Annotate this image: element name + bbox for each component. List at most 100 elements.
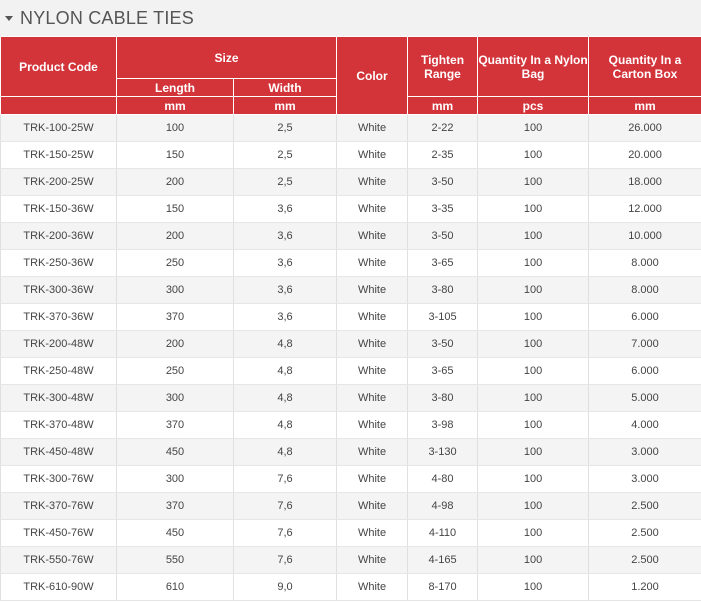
cell-product-code: TRK-200-25W [0,168,117,196]
cell-tighten-range: 3-65 [407,249,479,277]
table-row: TRK-150-25W 150 2,5 White 2-35 100 20.000 [0,141,701,169]
cell-tighten-range: 4-165 [407,546,479,574]
cell-width: 7,6 [233,546,338,574]
cell-width: 7,6 [233,465,338,493]
cell-color: White [336,249,409,277]
cell-length: 250 [116,357,234,385]
cell-length: 370 [116,411,234,439]
cell-color: White [336,465,409,493]
cell-qty-bag: 100 [477,195,590,223]
cell-qty-carton: 6.000 [588,303,701,331]
cell-color: White [336,141,409,169]
cell-tighten-range: 4-110 [407,519,479,547]
cell-qty-carton: 6.000 [588,357,701,385]
cell-length: 100 [116,114,234,142]
section-header[interactable]: NYLON CABLE TIES [0,0,701,36]
cell-qty-bag: 100 [477,303,590,331]
cell-length: 370 [116,303,234,331]
cell-product-code: TRK-200-36W [0,222,117,250]
table-row: TRK-250-48W 250 4,8 White 3-65 100 6.000 [0,357,701,385]
cell-tighten-range: 4-98 [407,492,479,520]
cell-width: 4,8 [233,330,338,358]
cell-tighten-range: 3-80 [407,276,479,304]
cell-qty-bag: 100 [477,276,590,304]
cell-length: 450 [116,519,234,547]
cell-tighten-range: 3-50 [407,222,479,250]
cell-length: 250 [116,249,234,277]
cell-color: White [336,303,409,331]
cell-tighten-range: 3-35 [407,195,479,223]
cell-width: 3,6 [233,222,338,250]
header-unit-width: mm [232,96,338,115]
table-row: TRK-150-36W 150 3,6 White 3-35 100 12.000 [0,195,701,223]
table-row: TRK-250-36W 250 3,6 White 3-65 100 8.000 [0,249,701,277]
cell-tighten-range: 8-170 [407,573,479,601]
cell-qty-carton: 3.000 [588,465,701,493]
cable-ties-table: Product Code Size Color Tighten Range Qu… [0,36,701,601]
cell-qty-bag: 100 [477,384,590,412]
cell-qty-carton: 2.500 [588,519,701,547]
cell-product-code: TRK-200-48W [0,330,117,358]
cell-color: White [336,546,409,574]
table-row: TRK-300-36W 300 3,6 White 3-80 100 8.000 [0,276,701,304]
cell-product-code: TRK-150-36W [0,195,117,223]
header-unit-tighten: mm [407,96,479,115]
cell-product-code: TRK-100-25W [0,114,117,142]
cell-qty-bag: 100 [477,141,590,169]
cell-width: 3,6 [233,303,338,331]
cell-qty-bag: 100 [477,465,590,493]
header-size: Size [115,36,338,79]
header-product-code: Product Code [0,36,117,97]
header-length: Length [116,78,234,97]
cell-product-code: TRK-450-76W [0,519,117,547]
cell-width: 4,8 [233,357,338,385]
table-row: TRK-370-76W 370 7,6 White 4-98 100 2.500 [0,492,701,520]
cell-tighten-range: 3-130 [407,438,479,466]
cell-length: 150 [116,195,234,223]
table-row: TRK-610-90W 610 9,0 White 8-170 100 1.200 [0,573,701,601]
table-row: TRK-100-25W 100 2,5 White 2-22 100 26.000 [0,114,701,142]
cell-tighten-range: 3-105 [407,303,479,331]
section-title: NYLON CABLE TIES [20,7,194,28]
header-qty-carton: Quantity In a Carton Box [588,36,701,97]
cell-qty-carton: 3.000 [588,438,701,466]
table-row: TRK-450-76W 450 7,6 White 4-110 100 2.500 [0,519,701,547]
cell-color: White [336,330,409,358]
cell-qty-bag: 100 [477,546,590,574]
caret-down-icon[interactable] [5,15,13,21]
cell-product-code: TRK-250-48W [0,357,117,385]
table-row: TRK-200-48W 200 4,8 White 3-50 100 7.000 [0,330,701,358]
cell-qty-bag: 100 [477,492,590,520]
cell-product-code: TRK-370-76W [0,492,117,520]
cell-color: White [336,411,409,439]
cell-qty-carton: 7.000 [588,330,701,358]
table-row: TRK-550-76W 550 7,6 White 4-165 100 2.500 [0,546,701,574]
cell-width: 3,6 [233,249,338,277]
cell-product-code: TRK-300-36W [0,276,117,304]
cell-qty-carton: 18.000 [588,168,701,196]
cell-qty-bag: 100 [477,519,590,547]
cell-qty-bag: 100 [477,168,590,196]
cell-color: White [336,573,409,601]
cell-length: 300 [116,276,234,304]
cell-color: White [336,384,409,412]
cell-width: 2,5 [233,168,338,196]
cell-length: 200 [116,168,234,196]
cell-qty-bag: 100 [477,222,590,250]
cell-product-code: TRK-370-36W [0,303,117,331]
cell-width: 4,8 [233,411,338,439]
header-width: Width [232,78,338,97]
cell-qty-carton: 10.000 [588,222,701,250]
header-unit-length: mm [116,96,234,115]
cell-tighten-range: 3-50 [407,330,479,358]
cell-width: 4,8 [233,438,338,466]
cell-product-code: TRK-370-48W [0,411,117,439]
cell-product-code: TRK-300-76W [0,465,117,493]
cell-color: White [336,222,409,250]
cell-color: White [336,519,409,547]
cell-qty-carton: 26.000 [588,114,701,142]
header-qty-bag: Quantity In a Nylon Bag [477,36,590,97]
cell-qty-carton: 12.000 [588,195,701,223]
cell-color: White [336,168,409,196]
